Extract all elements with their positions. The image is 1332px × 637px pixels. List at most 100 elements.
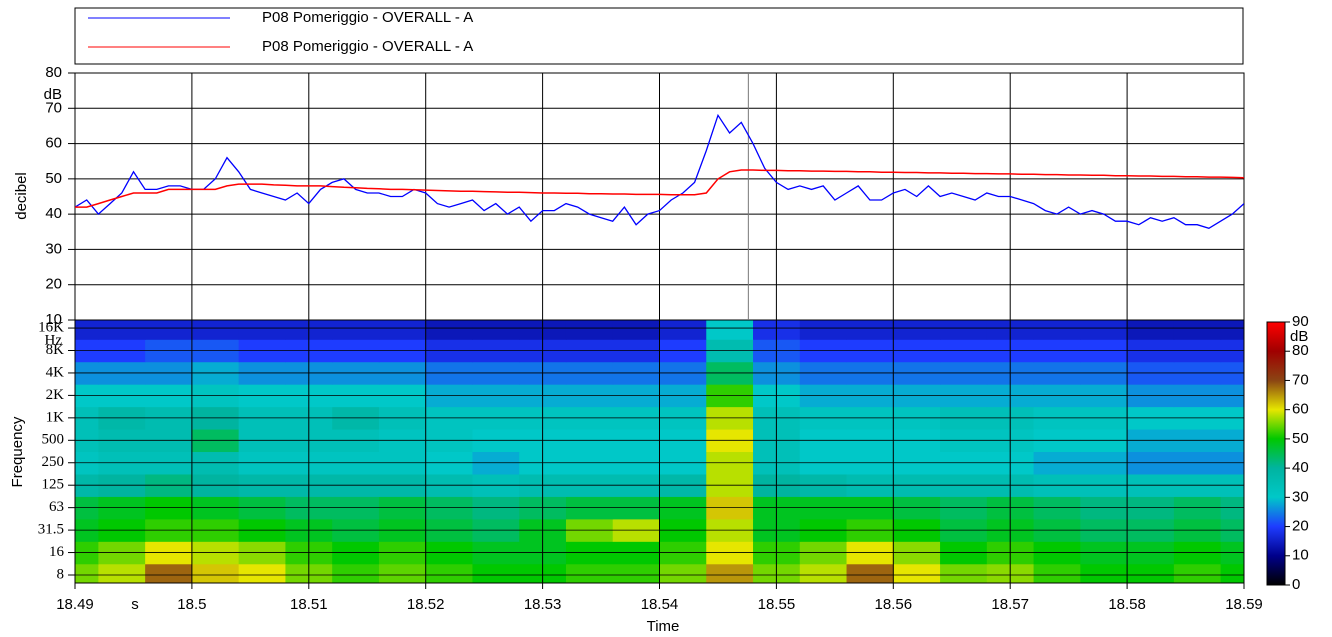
heat-cell	[659, 563, 707, 583]
heat-cell	[1127, 563, 1175, 583]
heat-cell	[75, 563, 99, 583]
heat-cell	[799, 563, 848, 583]
y-tick-label: 4K	[46, 364, 65, 380]
colorbar-tick-label: 80	[1292, 342, 1309, 359]
y-tick-label: 16K	[38, 319, 64, 335]
x-axis-label: Time	[647, 618, 680, 635]
heat-cell	[1080, 563, 1128, 583]
heat-cell	[238, 563, 286, 583]
y-tick-label: 80	[45, 64, 62, 81]
x-tick-label: 18.58	[1108, 596, 1146, 613]
heat-cell	[332, 320, 380, 340]
heat-cell	[145, 563, 193, 583]
colorbar-tick-label: 60	[1292, 401, 1309, 418]
colorbar-tick-label: 10	[1292, 547, 1309, 564]
x-tick-label: 18.51	[290, 596, 328, 613]
heat-cell	[191, 563, 240, 583]
heat-cell	[565, 563, 614, 583]
colorbar-tick-label: 90	[1292, 313, 1309, 330]
data-line	[75, 169, 1244, 208]
y-tick-label: 250	[42, 454, 65, 470]
heat-cell	[98, 563, 146, 583]
y-tick-label: 20	[45, 276, 62, 293]
y-tick-label: 63	[49, 499, 64, 515]
y-tick-label: 70	[45, 99, 62, 116]
heat-cell	[659, 320, 707, 340]
colorbar-tick-label: 70	[1292, 371, 1309, 388]
heat-cell	[472, 320, 520, 340]
heat-cell	[98, 320, 146, 340]
colorbar-tick-label: 20	[1292, 518, 1309, 535]
colorbar	[1266, 321, 1286, 586]
x-tick-label: 18.54	[641, 596, 679, 613]
heat-cell	[893, 563, 941, 583]
x-tick-label: 18.55	[758, 596, 796, 613]
y-unit: Hz	[45, 332, 63, 348]
y-tick-label: 16	[49, 544, 65, 560]
heat-cell	[940, 563, 988, 583]
heat-cell	[145, 320, 193, 340]
heat-cell	[1173, 563, 1222, 583]
y-unit: dB	[44, 86, 62, 103]
heat-cell	[706, 320, 754, 340]
legend-label: P08 Pomeriggio - OVERALL - A	[262, 38, 473, 55]
heat-cell	[425, 320, 473, 340]
y-tick-label: 2K	[46, 387, 65, 403]
heat-cell	[1173, 320, 1222, 340]
y-tick-label: 1K	[46, 409, 65, 425]
x-tick-label: 18.52	[407, 596, 445, 613]
y-tick-label: 40	[45, 205, 62, 222]
heat-cell	[940, 320, 988, 340]
heat-cell	[191, 320, 240, 340]
x-unit: s	[131, 596, 139, 613]
y-tick-label: 8	[57, 566, 65, 582]
legend-label: P08 Pomeriggio - OVERALL - A	[262, 9, 473, 26]
heat-cell	[1220, 563, 1244, 583]
heat-cell	[1033, 320, 1081, 340]
heat-cell	[706, 563, 754, 583]
heat-cell	[1033, 563, 1081, 583]
line-plot: 10 20 30 40 50 60 70 80 P08 Pomeriggio - OVERALL…	[45, 9, 1245, 328]
x-tick-label: 18.5	[177, 596, 206, 613]
legend-box	[74, 7, 1244, 65]
x-tick-label: 18.57	[991, 596, 1029, 613]
heat-cell	[75, 320, 99, 340]
heat-cell	[472, 563, 520, 583]
colorbar-tick-label: 0	[1292, 576, 1300, 593]
x-tick-label: 18.49	[56, 596, 94, 613]
heat-cell	[425, 563, 473, 583]
heat-cell	[612, 563, 660, 583]
heat-cell	[846, 563, 894, 583]
colorbar-tick-label: 50	[1292, 430, 1309, 447]
y-tick-label: 31.5	[38, 522, 64, 538]
heat-cell	[378, 563, 427, 583]
heat-cell	[893, 320, 941, 340]
heat-cell	[565, 320, 614, 340]
heat-cell	[1080, 320, 1128, 340]
heat-cell	[1127, 320, 1175, 340]
y-tick-label: 30	[45, 240, 62, 257]
heat-cell	[846, 320, 894, 340]
heat-cell	[378, 320, 427, 340]
x-tick-label: 18.53	[524, 596, 562, 613]
y-tick-label: 8K	[46, 342, 65, 358]
colorbar-tick-label: 40	[1292, 459, 1309, 476]
y-axis-label: Frequency	[9, 416, 26, 487]
x-tick-label: 18.56	[875, 596, 913, 613]
y-tick-label: 10	[45, 311, 62, 328]
heat-cell	[332, 563, 380, 583]
y-tick-label: 500	[42, 432, 65, 448]
heat-cell	[1220, 320, 1244, 340]
heat-cell	[799, 320, 848, 340]
colorbar-unit: dB	[1290, 328, 1308, 345]
heat-cell	[612, 320, 660, 340]
data-line	[75, 113, 1244, 230]
colorbar-tick-label: 30	[1292, 488, 1309, 505]
y-tick-label: 125	[42, 477, 65, 493]
y-tick-label: 60	[45, 135, 62, 152]
y-tick-label: 50	[45, 170, 62, 187]
x-tick-label: 18.59	[1225, 596, 1263, 613]
y-axis-label: decibel	[13, 172, 30, 220]
heat-cell	[238, 320, 286, 340]
